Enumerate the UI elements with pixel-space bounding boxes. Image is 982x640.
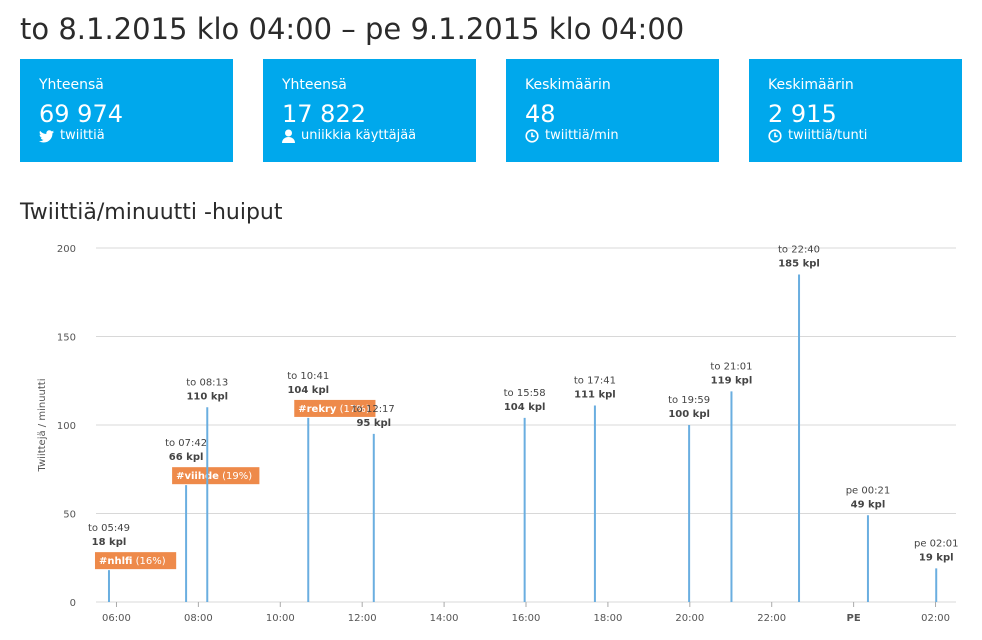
peak-count-label: 66 kpl <box>169 452 204 463</box>
card-label: Yhteensä <box>282 77 347 93</box>
x-tick-label: 10:00 <box>266 613 295 624</box>
peak-count-label: 18 kpl <box>92 537 127 548</box>
y-tick-label: 50 <box>63 510 76 521</box>
total-tweets-card: Yhteensä 69 974 twiittiä <box>20 59 233 162</box>
card-sublabel: twiittiä <box>60 128 105 143</box>
hashtag-badge <box>172 467 260 485</box>
avg-per-minute-card: Keskimäärin 48 twiittiä/min <box>506 59 719 162</box>
card-value: 69 974 <box>39 100 123 128</box>
peak-time-label: to 15:58 <box>504 388 546 399</box>
y-axis-label: Twiittejä / minuutti <box>37 379 48 473</box>
peak-count-label: 100 kpl <box>668 409 710 420</box>
y-tick-label: 200 <box>57 244 76 255</box>
avg-per-hour-card: Keskimäärin 2 915 twiittiä/tunti <box>749 59 962 162</box>
peak-time-label: pe 02:01 <box>914 538 959 549</box>
card-label: Keskimäärin <box>525 77 611 93</box>
peak-count-label: 104 kpl <box>504 402 546 413</box>
x-tick-label: 16:00 <box>512 613 541 624</box>
x-tick-label: PE <box>847 613 861 624</box>
peak-count-label: 111 kpl <box>574 390 616 401</box>
card-sublabel: twiittiä/min <box>545 128 619 143</box>
card-label: Keskimäärin <box>768 77 854 93</box>
hashtag-label: #rekry (17%) <box>298 404 370 415</box>
peak-time-label: to 05:49 <box>88 523 130 534</box>
x-tick-label: 06:00 <box>102 613 131 624</box>
peak-time-label: to 12:17 <box>353 404 395 415</box>
card-value: 2 915 <box>768 100 837 128</box>
x-tick-label: 20:00 <box>675 613 704 624</box>
page-title: to 8.1.2015 klo 04:00 – pe 9.1.2015 klo … <box>20 12 685 46</box>
section-title: Twiittiä/minuutti -huiput <box>20 200 283 225</box>
peak-count-label: 119 kpl <box>711 375 753 386</box>
peak-time-label: pe 00:21 <box>846 485 891 496</box>
hashtag-badge <box>94 552 177 570</box>
y-tick-label: 150 <box>57 333 76 344</box>
peak-count-label: 49 kpl <box>851 499 886 510</box>
peak-count-label: 185 kpl <box>778 259 820 270</box>
card-value: 17 822 <box>282 100 366 128</box>
unique-users-card: Yhteensä 17 822 uniikkia käyttäjää <box>263 59 476 162</box>
x-tick-label: 14:00 <box>430 613 459 624</box>
peak-time-label: to 10:41 <box>287 371 329 382</box>
clock-icon <box>768 129 782 143</box>
y-tick-label: 0 <box>70 598 76 609</box>
card-label: Yhteensä <box>39 77 104 93</box>
peak-time-label: to 08:13 <box>186 377 228 388</box>
clock-icon <box>525 129 539 143</box>
x-tick-label: 18:00 <box>593 613 622 624</box>
card-sublabel: twiittiä/tunti <box>788 128 868 143</box>
peak-count-label: 19 kpl <box>919 552 954 563</box>
hashtag-label: #viihde (19%) <box>176 471 252 482</box>
user-icon <box>282 129 295 143</box>
x-tick-label: 22:00 <box>757 613 786 624</box>
card-sublabel: uniikkia käyttäjää <box>301 128 417 143</box>
peak-count-label: 110 kpl <box>186 391 228 402</box>
peak-time-label: to 07:42 <box>165 438 207 449</box>
peak-count-label: 104 kpl <box>287 385 329 396</box>
x-tick-label: 02:00 <box>921 613 950 624</box>
x-tick-label: 08:00 <box>184 613 213 624</box>
peak-time-label: to 17:41 <box>574 376 616 387</box>
twitter-icon <box>39 129 54 142</box>
peak-count-label: 95 kpl <box>356 418 391 429</box>
hashtag-label: #nhlfi (16%) <box>99 556 166 567</box>
peak-time-label: to 22:40 <box>778 245 820 256</box>
card-value: 48 <box>525 100 556 128</box>
peaks-chart: 0 50 100 150 200 Twiittejä / minuutti 06:00 08:… <box>37 244 959 624</box>
x-tick-label: 12:00 <box>348 613 377 624</box>
y-tick-label: 100 <box>57 421 76 432</box>
peak-time-label: to 19:59 <box>668 395 710 406</box>
peak-time-label: to 21:01 <box>710 361 752 372</box>
hashtag-badge <box>294 399 376 417</box>
